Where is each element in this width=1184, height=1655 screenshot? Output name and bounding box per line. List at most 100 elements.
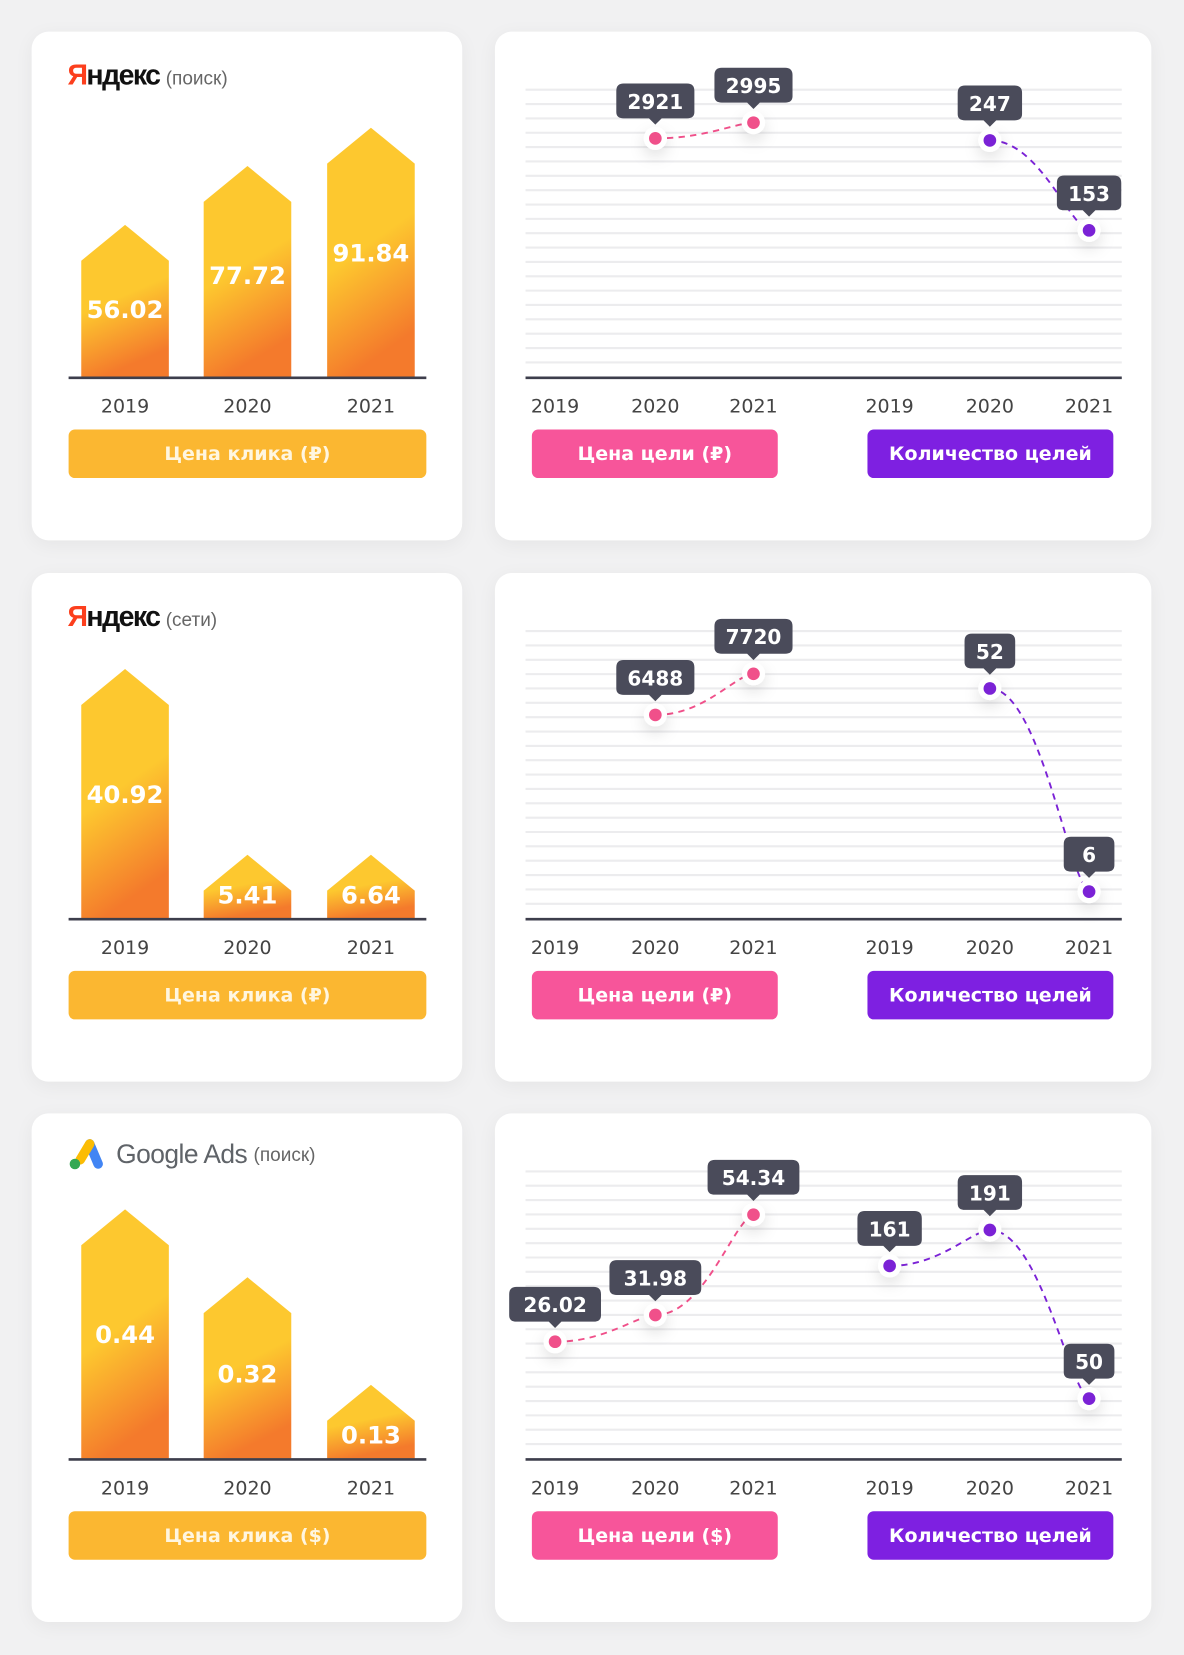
- bar-value-label: 5.41: [218, 880, 278, 909]
- yandex-logo: Яндекс: [67, 600, 161, 633]
- bar: [81, 669, 169, 919]
- goal-count-label: Количество целей: [867, 1511, 1114, 1560]
- value-label: 26.02: [523, 1293, 586, 1317]
- bar-value-label: 91.84: [333, 239, 410, 268]
- value-tooltip: [1063, 1343, 1115, 1385]
- data-point: [649, 132, 662, 145]
- goal-price-label: Цена цели (₽): [531, 429, 778, 479]
- row-yandex-search: 56.02 2019 77.72 2020 91.84 2021 Яндекс (поис…: [0, 31, 1184, 541]
- x-tick-label: 2021: [729, 396, 777, 418]
- value-tooltip: [957, 85, 1023, 127]
- google-ads-icon: [69, 1139, 103, 1170]
- value-label: 191: [969, 1181, 1011, 1205]
- value-label: 50: [1075, 1350, 1103, 1374]
- data-point: [1082, 224, 1096, 237]
- bar: [203, 854, 292, 919]
- platform-sublabel: (поиск): [165, 67, 228, 89]
- value-tooltip: [616, 83, 695, 125]
- data-point: [1082, 885, 1096, 898]
- series-line: [655, 121, 754, 140]
- value-label: 6488: [627, 666, 683, 690]
- x-tick-label: 2019: [865, 1477, 913, 1499]
- value-tooltip: [609, 1260, 702, 1302]
- goals-card: 2019 2020 2021 26.02 31.98 54.34 2019 2020 2021 1…: [494, 1113, 1152, 1622]
- bar: [327, 127, 415, 377]
- x-tick-label: 2019: [531, 937, 579, 959]
- bar-value-label: 77.72: [209, 261, 286, 290]
- line-chart: 2019 2020 2021 26.02 31.98 54.34 2019 2020 2021 1…: [509, 1159, 1122, 1499]
- x-tick-label: 2021: [729, 1477, 777, 1499]
- platform-logo: Google Ads (поиск): [68, 1139, 316, 1171]
- goals-card: 2019 2020 2021 2921 2995 2019 2020 2021 247 153 Ц…: [494, 31, 1152, 541]
- bar: [203, 165, 292, 377]
- goals-card: 2019 2020 2021 6488 7720 2019 2020 2021 52 6 Цена…: [494, 573, 1152, 1082]
- series-line: [655, 672, 754, 716]
- goal-count-label: Количество целей: [867, 429, 1114, 479]
- data-point: [747, 667, 760, 681]
- value-tooltip: [1056, 175, 1122, 217]
- data-point: [983, 682, 997, 695]
- data-point: [983, 134, 997, 147]
- x-tick-label: 2020: [223, 937, 271, 959]
- x-tick-label: 2020: [631, 937, 679, 959]
- value-label: 2995: [726, 74, 782, 98]
- value-tooltip: [1063, 836, 1115, 878]
- bar-value-label: 0.13: [341, 1421, 401, 1450]
- goal-price-label: Цена цели (₽): [531, 970, 778, 1020]
- value-label: 7720: [726, 625, 782, 649]
- value-tooltip: [957, 1175, 1023, 1217]
- platform-sublabel: (поиск): [253, 1143, 316, 1165]
- value-label: 161: [869, 1217, 911, 1241]
- x-tick-label: 2020: [223, 1477, 271, 1499]
- click-price-label: Цена клика (₽): [68, 429, 427, 479]
- x-tick-label: 2020: [966, 1477, 1014, 1499]
- x-tick-label: 2020: [631, 396, 679, 418]
- bar-value-label: 6.64: [341, 880, 401, 909]
- bar: [327, 1384, 415, 1459]
- value-tooltip: [857, 1210, 922, 1253]
- data-point: [1082, 1392, 1096, 1405]
- bar-chart: 40.92 2019 5.41 2020 6.64 2021: [68, 669, 427, 959]
- x-tick-label: 2021: [1065, 937, 1113, 959]
- series-line: [989, 687, 1090, 893]
- value-tooltip: [964, 633, 1016, 675]
- data-point: [649, 708, 662, 722]
- data-point: [649, 1308, 662, 1322]
- x-tick-label: 2019: [101, 937, 149, 959]
- x-tick-label: 2021: [347, 396, 395, 418]
- x-tick-label: 2020: [966, 937, 1014, 959]
- x-tick-label: 2019: [101, 1477, 149, 1499]
- bar-value-label: 40.92: [87, 780, 164, 809]
- bar-chart: 56.02 2019 77.72 2020 91.84 2021: [68, 127, 427, 418]
- value-label: 6: [1082, 843, 1096, 867]
- x-tick-label: 2020: [631, 1477, 679, 1499]
- bar-value-label: 0.44: [95, 1320, 155, 1349]
- x-tick-label: 2019: [101, 396, 149, 418]
- bar-value-label: 56.02: [87, 295, 164, 324]
- click-price-label: Цена клика ($): [68, 1511, 427, 1560]
- value-tooltip: [714, 618, 793, 661]
- value-label: 52: [976, 640, 1004, 664]
- bar-value-label: 0.32: [218, 1360, 278, 1389]
- value-label: 2921: [627, 90, 683, 114]
- bar: [327, 854, 415, 919]
- click-price-card: 56.02 2019 77.72 2020 91.84 2021 Яндекс (поис…: [31, 31, 463, 541]
- x-tick-label: 2021: [729, 937, 777, 959]
- bar: [203, 1277, 292, 1459]
- value-tooltip: [509, 1286, 601, 1329]
- bar: [81, 224, 169, 377]
- data-point: [883, 1259, 896, 1273]
- value-label: 54.34: [722, 1166, 785, 1190]
- data-point: [747, 116, 760, 129]
- platform-logo: Яндекс (сети): [68, 600, 218, 633]
- x-tick-label: 2019: [865, 396, 913, 418]
- data-point: [983, 1223, 997, 1237]
- x-tick-label: 2019: [865, 937, 913, 959]
- value-tooltip: [616, 660, 695, 702]
- platform-name: Google Ads: [116, 1139, 248, 1169]
- x-tick-label: 2019: [531, 396, 579, 418]
- click-price-label: Цена клика (₽): [68, 970, 427, 1020]
- x-tick-label: 2021: [1065, 1477, 1113, 1499]
- goal-count-label: Количество целей: [867, 970, 1114, 1020]
